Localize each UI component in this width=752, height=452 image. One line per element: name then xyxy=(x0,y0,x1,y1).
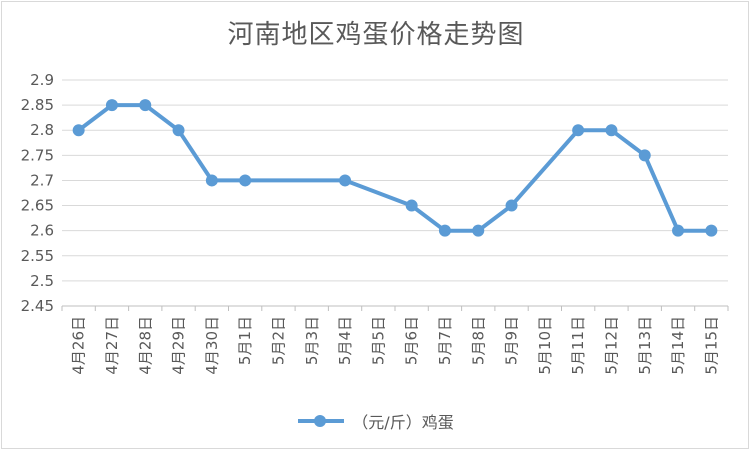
data-point xyxy=(172,124,185,137)
y-tick-label: 2.6 xyxy=(30,222,54,240)
y-tick-label: 2.5 xyxy=(30,272,54,290)
x-tick-label: 5月14日 xyxy=(669,316,687,375)
data-point xyxy=(638,149,651,162)
x-tick-label: 5月13日 xyxy=(636,316,654,375)
legend-series-label: （元/斤）鸡蛋 xyxy=(352,413,454,432)
y-tick-label: 2.7 xyxy=(30,171,54,189)
x-tick-label: 5月4日 xyxy=(336,316,354,365)
data-point xyxy=(105,99,118,112)
y-tick-label: 2.55 xyxy=(21,247,54,265)
x-tick-label: 5月1日 xyxy=(236,316,254,365)
chart-title: 河南地区鸡蛋价格走势图 xyxy=(227,20,525,50)
x-tick-label: 5月5日 xyxy=(369,316,387,365)
x-tick-label: 5月15日 xyxy=(702,316,720,375)
x-tick-label: 5月2日 xyxy=(269,316,287,365)
y-tick-label: 2.9 xyxy=(30,71,54,89)
data-point xyxy=(438,224,451,237)
data-point xyxy=(139,99,152,112)
x-tick-label: 4月26日 xyxy=(70,316,88,375)
x-tick-label: 5月6日 xyxy=(403,316,421,365)
x-tick-label: 5月9日 xyxy=(503,316,521,365)
x-tick-label: 5月3日 xyxy=(303,316,321,365)
x-tick-label: 5月7日 xyxy=(436,316,454,365)
chart-legend: （元/斤）鸡蛋 xyxy=(0,406,752,436)
x-tick-label: 5月8日 xyxy=(469,316,487,365)
x-tick-label: 5月11日 xyxy=(569,316,587,375)
x-tick-label: 5月10日 xyxy=(536,316,554,375)
data-point xyxy=(339,174,352,187)
legend-series-marker xyxy=(298,415,345,427)
y-tick-label: 2.65 xyxy=(21,197,54,215)
series-line xyxy=(76,103,714,233)
x-tick-label: 4月27日 xyxy=(103,316,121,375)
data-point xyxy=(572,124,585,137)
data-point xyxy=(672,224,685,237)
data-point xyxy=(705,224,718,237)
data-point xyxy=(205,174,218,187)
y-tick-label: 2.85 xyxy=(21,96,54,114)
data-point xyxy=(405,199,418,212)
x-tick-label: 4月30日 xyxy=(203,316,221,375)
data-point xyxy=(239,174,252,187)
data-point xyxy=(72,124,85,137)
data-point xyxy=(605,124,618,137)
x-tick-label: 4月28日 xyxy=(136,316,154,375)
y-tick-label: 2.75 xyxy=(21,146,54,164)
data-point xyxy=(472,224,485,237)
data-point xyxy=(505,199,518,212)
x-tick-label: 5月12日 xyxy=(602,316,620,375)
y-tick-label: 2.45 xyxy=(21,297,54,315)
x-tick-label: 4月29日 xyxy=(170,316,188,375)
y-tick-label: 2.8 xyxy=(30,121,54,139)
